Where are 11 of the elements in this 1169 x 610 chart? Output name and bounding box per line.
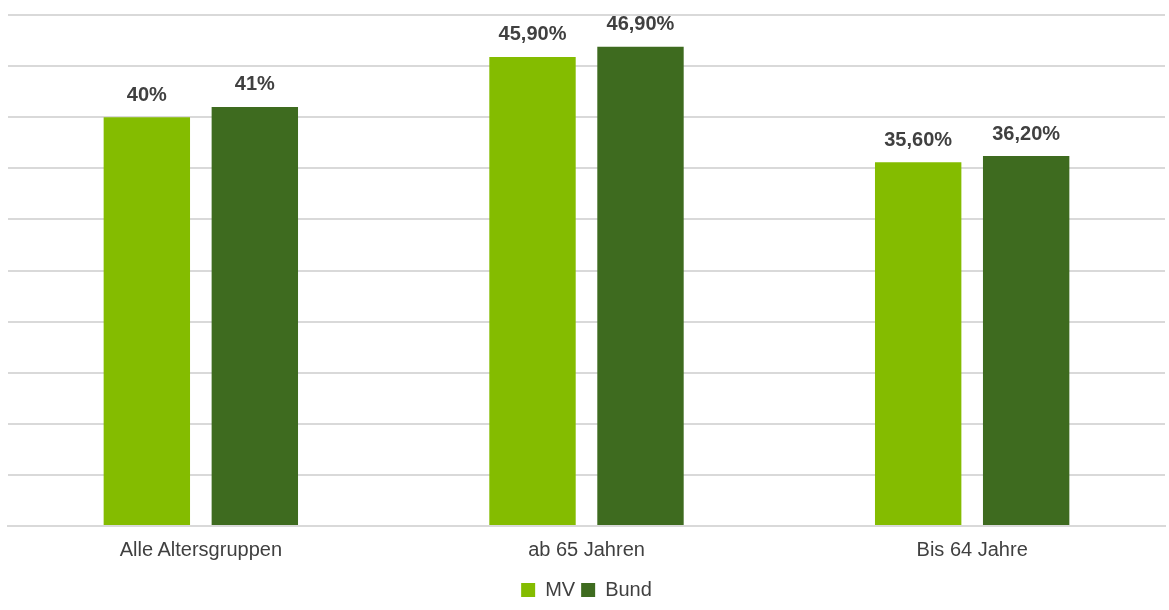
data-label: 36,20% bbox=[992, 121, 1061, 144]
x-tick-label: Bis 64 Jahre bbox=[916, 537, 1028, 560]
data-label: 45,90% bbox=[498, 22, 567, 45]
x-tick-label: Alle Altersgruppen bbox=[119, 537, 282, 560]
legend-label: MV bbox=[545, 577, 576, 600]
x-tick-label: ab 65 Jahren bbox=[528, 537, 645, 560]
data-label: 46,90% bbox=[606, 12, 675, 35]
data-label: 40% bbox=[126, 82, 168, 105]
legend-label: Bund bbox=[605, 577, 652, 600]
data-label: 41% bbox=[234, 72, 276, 95]
data-label: 35,60% bbox=[884, 127, 953, 150]
